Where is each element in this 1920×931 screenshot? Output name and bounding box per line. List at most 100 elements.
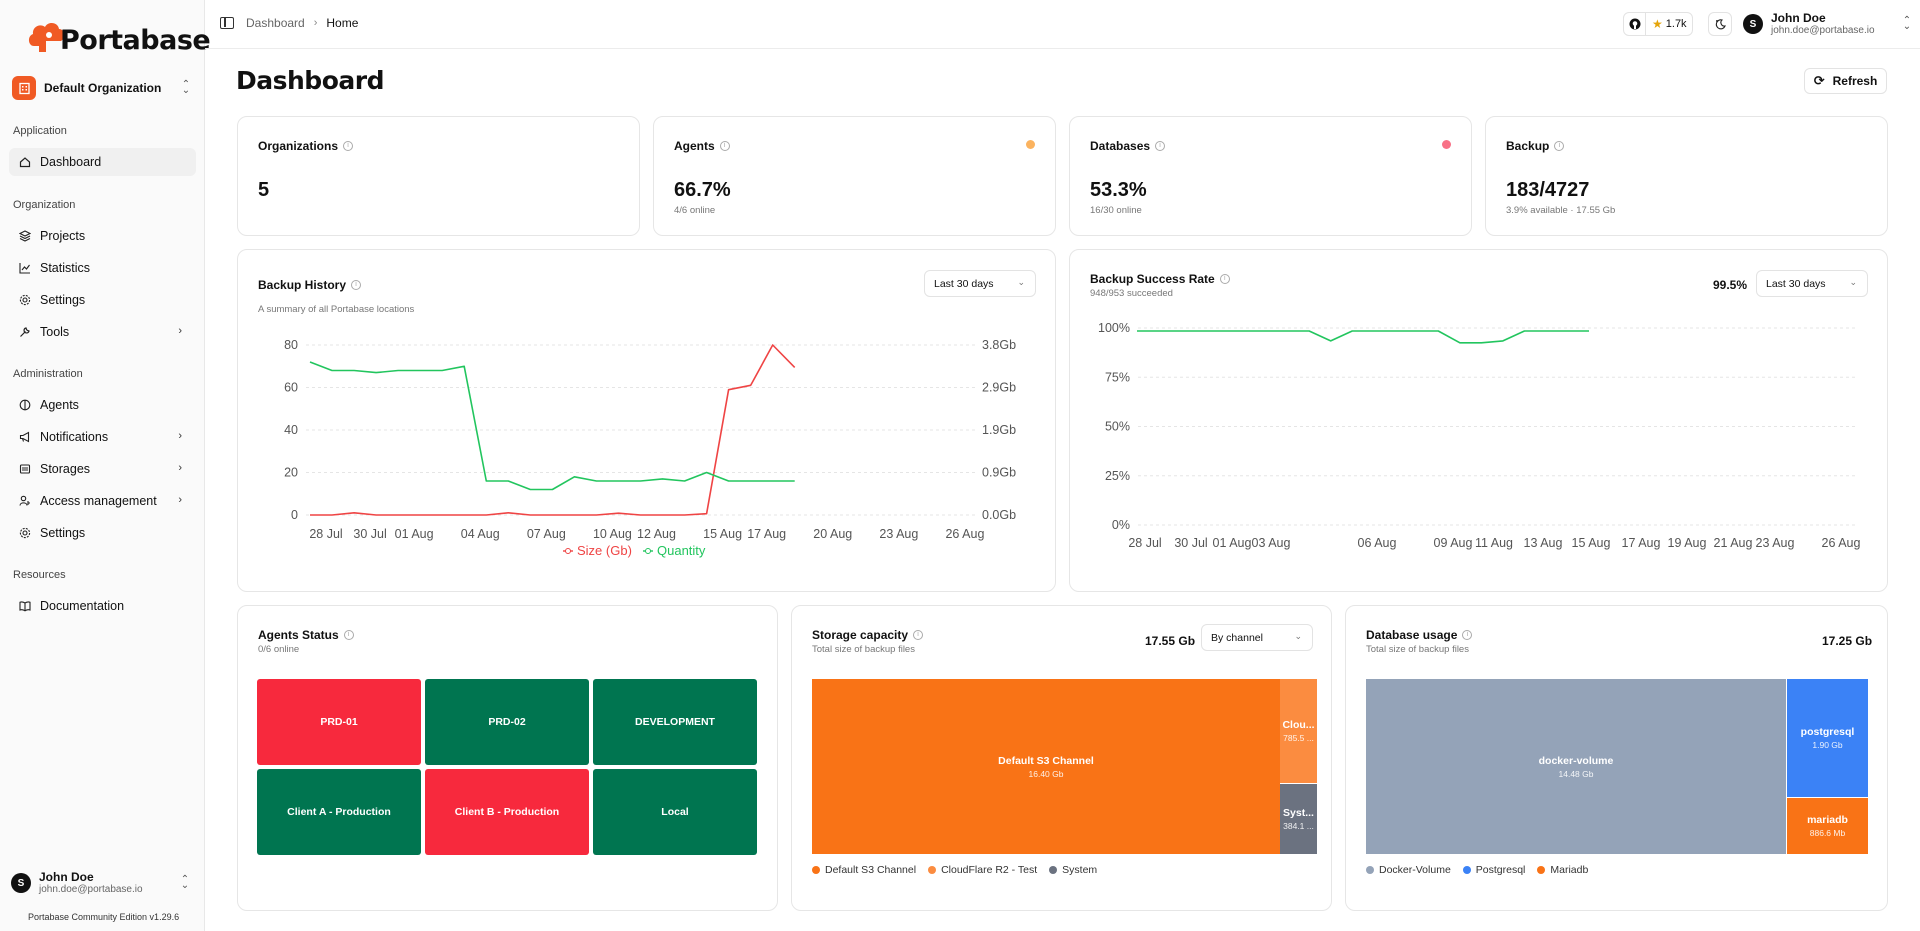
sidebar-item-tools[interactable]: Tools › bbox=[9, 318, 196, 346]
legend-item[interactable]: System bbox=[1049, 864, 1097, 876]
sidebar-item-label: Settings bbox=[40, 293, 86, 307]
treemap-value: 384.1 ... bbox=[1283, 821, 1314, 831]
info-icon[interactable]: i bbox=[719, 141, 730, 151]
backup-history-card: Backup History i A summary of all Portaba… bbox=[237, 249, 1056, 592]
sidebar-item-access-management[interactable]: Access management › bbox=[9, 487, 196, 515]
section-organization: Organization bbox=[13, 199, 76, 211]
database-usage-card: Database usage i Total size of backup fil… bbox=[1345, 605, 1888, 911]
sidebar-item-label: Tools bbox=[40, 325, 70, 339]
x-tick-label: 01 Aug bbox=[1213, 536, 1252, 550]
status-dot bbox=[1026, 140, 1035, 149]
sidebar-item-notifications[interactable]: Notifications › bbox=[9, 423, 196, 451]
sidebar-user-menu[interactable]: S John Doe john.doe@portabase.io ⌃ ⌄ bbox=[11, 866, 191, 900]
stat-card-agents: Agents i 66.7% 4/6 online bbox=[653, 116, 1056, 236]
range-select-value: Last 30 days bbox=[1766, 277, 1826, 290]
breadcrumb-item[interactable]: Dashboard bbox=[246, 16, 305, 30]
treemap-tile[interactable]: docker-volume 14.48 Gb bbox=[1366, 679, 1786, 854]
theme-toggle-button[interactable] bbox=[1708, 12, 1732, 36]
x-tick-label: 06 Aug bbox=[1358, 536, 1397, 550]
group-by-select[interactable]: By channel ⌄ bbox=[1201, 624, 1313, 651]
agent-tile[interactable]: Client A - Production bbox=[257, 769, 421, 855]
treemap-tile[interactable]: postgresql 1.90 Gb bbox=[1787, 679, 1868, 797]
treemap-tile[interactable]: Syst... 384.1 ... bbox=[1280, 784, 1317, 854]
agent-tile-label: PRD-02 bbox=[488, 716, 526, 728]
agent-tile-label: DEVELOPMENT bbox=[635, 716, 715, 728]
treemap-tile[interactable]: Default S3 Channel 16.40 Gb bbox=[812, 679, 1280, 854]
legend-label: Mariadb bbox=[1550, 864, 1589, 876]
x-tick-label: 13 Aug bbox=[1524, 536, 1563, 550]
y-tick-label: 100% bbox=[1098, 321, 1130, 335]
agent-tile[interactable]: DEVELOPMENT bbox=[593, 679, 757, 765]
range-select[interactable]: Last 30 days ⌄ bbox=[1756, 270, 1868, 297]
user-name: John Doe bbox=[1771, 10, 1826, 25]
y-tick-label: 0 bbox=[291, 508, 298, 522]
org-switcher[interactable]: Default Organization ⌃ ⌄ bbox=[12, 74, 192, 102]
agent-tile-label: Client B - Production bbox=[454, 806, 560, 818]
info-icon[interactable]: i bbox=[351, 280, 362, 290]
x-tick-label: 28 Jul bbox=[309, 527, 342, 541]
sidebar-toggle-icon[interactable] bbox=[220, 17, 234, 29]
card-title: Backup Success Rate bbox=[1090, 272, 1215, 286]
breadcrumb: Dashboard › Home bbox=[220, 16, 358, 30]
series-line bbox=[310, 344, 796, 516]
treemap-tile[interactable]: Clou... 785.5 ... bbox=[1280, 679, 1317, 783]
database-legend: Docker-Volume Postgresql Mariadb bbox=[1366, 864, 1600, 876]
agent-tile[interactable]: Local bbox=[593, 769, 757, 855]
refresh-button[interactable]: ⟳ Refresh bbox=[1804, 68, 1887, 94]
sidebar-item-projects[interactable]: Projects bbox=[9, 222, 196, 250]
book-open-icon bbox=[19, 600, 31, 612]
section-administration: Administration bbox=[13, 368, 83, 380]
chevron-right-icon: › bbox=[178, 462, 182, 474]
storage-capacity-card: Storage capacity i Total size of backup f… bbox=[791, 605, 1332, 911]
legend-item[interactable]: Default S3 Channel bbox=[812, 864, 916, 876]
legend-label: Size (Gb) bbox=[577, 543, 632, 558]
info-icon[interactable]: i bbox=[1155, 141, 1166, 151]
user-email: john.doe@portabase.io bbox=[1771, 24, 1875, 36]
github-stars-button[interactable]: ★ 1.7k bbox=[1623, 12, 1693, 36]
card-subtitle: A summary of all Portabase locations bbox=[258, 304, 415, 315]
info-icon[interactable]: i bbox=[913, 630, 924, 640]
sidebar-item-settings[interactable]: Settings bbox=[9, 286, 196, 314]
sidebar-item-label: Statistics bbox=[40, 261, 91, 275]
legend-item[interactable]: Docker-Volume bbox=[1366, 864, 1451, 876]
legend-item[interactable]: Postgresql bbox=[1462, 864, 1525, 876]
legend-item[interactable]: CloudFlare R2 - Test bbox=[928, 864, 1037, 876]
chevron-down-icon: ⌄ bbox=[1294, 631, 1302, 641]
agents-status-card: Agents Status i 0/6 online PRD-01 PRD-02 DE… bbox=[237, 605, 778, 911]
info-icon[interactable]: i bbox=[343, 630, 354, 640]
legend-item[interactable]: Mariadb bbox=[1537, 864, 1588, 876]
y-tick-label: 25% bbox=[1105, 469, 1130, 483]
stat-value: 5 bbox=[258, 179, 270, 201]
storage-legend: Default S3 Channel CloudFlare R2 - Test Sy… bbox=[812, 864, 1109, 876]
info-icon[interactable]: i bbox=[1462, 630, 1473, 640]
treemap-label: Syst... bbox=[1283, 807, 1314, 819]
agent-tile[interactable]: PRD-01 bbox=[257, 679, 421, 765]
legend-dot bbox=[1049, 866, 1058, 874]
range-select-value: Last 30 days bbox=[934, 277, 994, 290]
sidebar-item-agents[interactable]: Agents bbox=[9, 391, 196, 419]
sidebar-item-documentation[interactable]: Documentation bbox=[9, 592, 196, 620]
info-icon[interactable]: i bbox=[343, 141, 354, 151]
series-line bbox=[1137, 330, 1589, 344]
x-tick-label: 30 Jul bbox=[353, 527, 386, 541]
portabase-logo[interactable]: Portabase bbox=[26, 15, 211, 57]
header-user-menu[interactable]: S John Doe john.doe@portabase.io ⌃ ⌄ bbox=[1743, 9, 1913, 39]
sidebar-item-statistics[interactable]: Statistics bbox=[9, 254, 196, 282]
agent-tile[interactable]: Client B - Production bbox=[425, 769, 589, 855]
info-icon[interactable]: i bbox=[1219, 274, 1230, 284]
x-tick-label: 07 Aug bbox=[527, 527, 566, 541]
treemap-tile[interactable]: mariadb 886.6 Mb bbox=[1787, 798, 1868, 854]
sidebar-item-label: Storages bbox=[40, 462, 91, 476]
stat-sub: 3.9% available · 17.55 Gb bbox=[1506, 205, 1616, 216]
agent-tile[interactable]: PRD-02 bbox=[425, 679, 589, 765]
treemap-value: 14.48 Gb bbox=[1558, 768, 1594, 779]
range-select[interactable]: Last 30 days ⌄ bbox=[924, 270, 1036, 297]
sidebar-item-storages[interactable]: Storages › bbox=[9, 455, 196, 483]
page-title: Dashboard bbox=[236, 66, 384, 95]
agent-icon bbox=[19, 399, 31, 411]
avatar: S bbox=[11, 873, 31, 893]
sidebar-item-admin-settings[interactable]: Settings bbox=[9, 519, 196, 547]
info-icon[interactable]: i bbox=[1554, 141, 1565, 151]
sidebar-item-dashboard[interactable]: Dashboard bbox=[9, 148, 196, 176]
x-tick-label: 01 Aug bbox=[395, 527, 434, 541]
